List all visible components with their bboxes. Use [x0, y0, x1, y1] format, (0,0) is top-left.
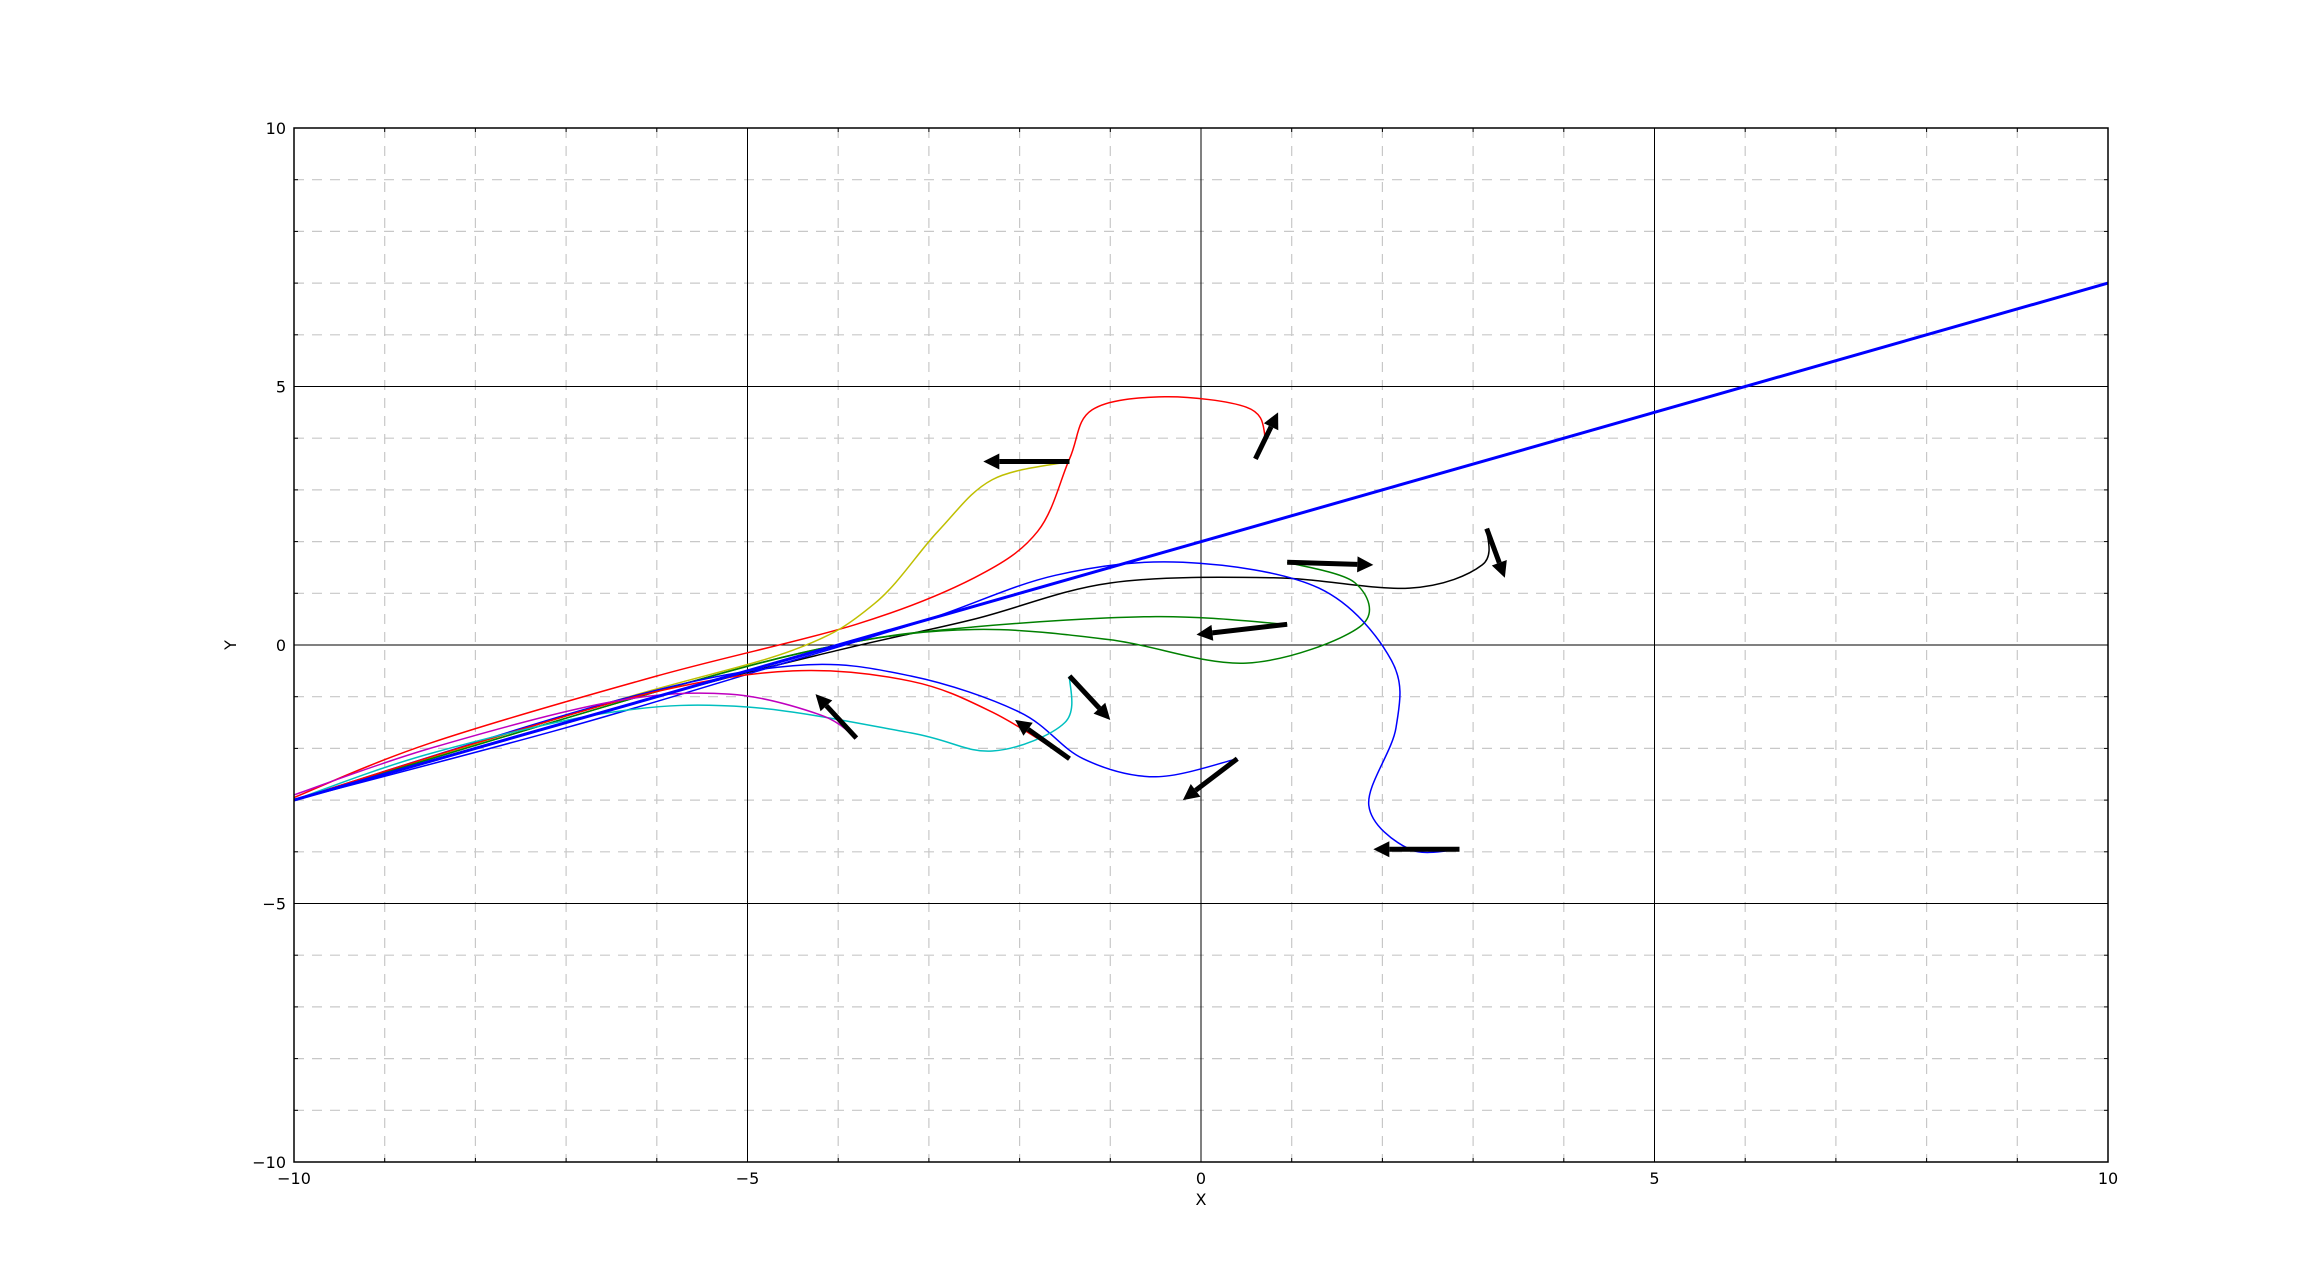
- grid: [293, 127, 2109, 1163]
- y-tick-label: 10: [266, 119, 286, 138]
- direction-arrow-1: [1253, 412, 1279, 460]
- trajectory-line-3: [294, 528, 1490, 801]
- arrow-head: [1263, 412, 1279, 431]
- y-tick-label: 5: [276, 378, 286, 397]
- y-tick-label: 0: [276, 636, 286, 655]
- arrow-head: [1015, 719, 1033, 736]
- y-tick-label: −5: [262, 895, 286, 914]
- trajectory-line-7: [294, 663, 1238, 801]
- x-axis-label: X: [1196, 1190, 1207, 1209]
- arrow-shaft: [1212, 621, 1288, 636]
- arrow-shaft: [1484, 527, 1502, 564]
- x-tick-label: 0: [1196, 1169, 1206, 1188]
- direction-arrow-4: [1287, 556, 1374, 573]
- arrow-head: [983, 453, 1000, 470]
- y-axis-label: Y: [221, 640, 240, 651]
- x-tick-label: −10: [277, 1169, 311, 1188]
- arrow-head: [1491, 560, 1507, 578]
- arrow-head: [1182, 784, 1201, 801]
- trajectory-line-8: [294, 669, 1070, 801]
- arrow-shaft: [1067, 674, 1102, 710]
- direction-arrow-7: [1182, 756, 1239, 801]
- direction-arrow-8: [1015, 719, 1071, 761]
- series-layer: [294, 281, 2108, 854]
- reference-line: [294, 281, 2108, 802]
- trajectory-line-4: [294, 561, 1371, 801]
- arrow-shaft: [1253, 425, 1274, 460]
- trajectory-line-1: [294, 396, 1266, 799]
- plot-frame: [293, 127, 2109, 1163]
- y-tick-label: −10: [252, 1153, 286, 1172]
- arrow-shaft: [1194, 756, 1239, 793]
- direction-arrow-6: [1373, 841, 1460, 858]
- arrow-shaft: [1287, 559, 1358, 567]
- x-tick-label: 5: [1649, 1169, 1659, 1188]
- trajectory-line-9: [294, 675, 1073, 801]
- arrow-head: [815, 694, 833, 712]
- direction-arrow-9: [1067, 674, 1111, 720]
- arrow-shaft: [1026, 727, 1071, 761]
- arrow-head: [1196, 624, 1214, 641]
- trajectory-line-10: [294, 692, 857, 796]
- x-tick-label: 10: [2098, 1169, 2118, 1188]
- tick-labels: −10 −5 0 5 10 −10 −5 0 5 10: [252, 119, 2118, 1188]
- arrow-head: [1373, 841, 1390, 858]
- arrow-head: [1093, 702, 1111, 720]
- direction-arrow-3: [1484, 527, 1507, 578]
- arrow-layer: [815, 412, 1507, 858]
- direction-arrow-5: [1196, 621, 1288, 641]
- arrow-head: [1357, 556, 1374, 573]
- x-tick-label: −5: [736, 1169, 760, 1188]
- trajectory-line-6: [294, 561, 1460, 854]
- arrow-shaft: [824, 704, 859, 740]
- direction-arrow-10: [815, 694, 859, 740]
- direction-arrow-2: [983, 453, 1070, 470]
